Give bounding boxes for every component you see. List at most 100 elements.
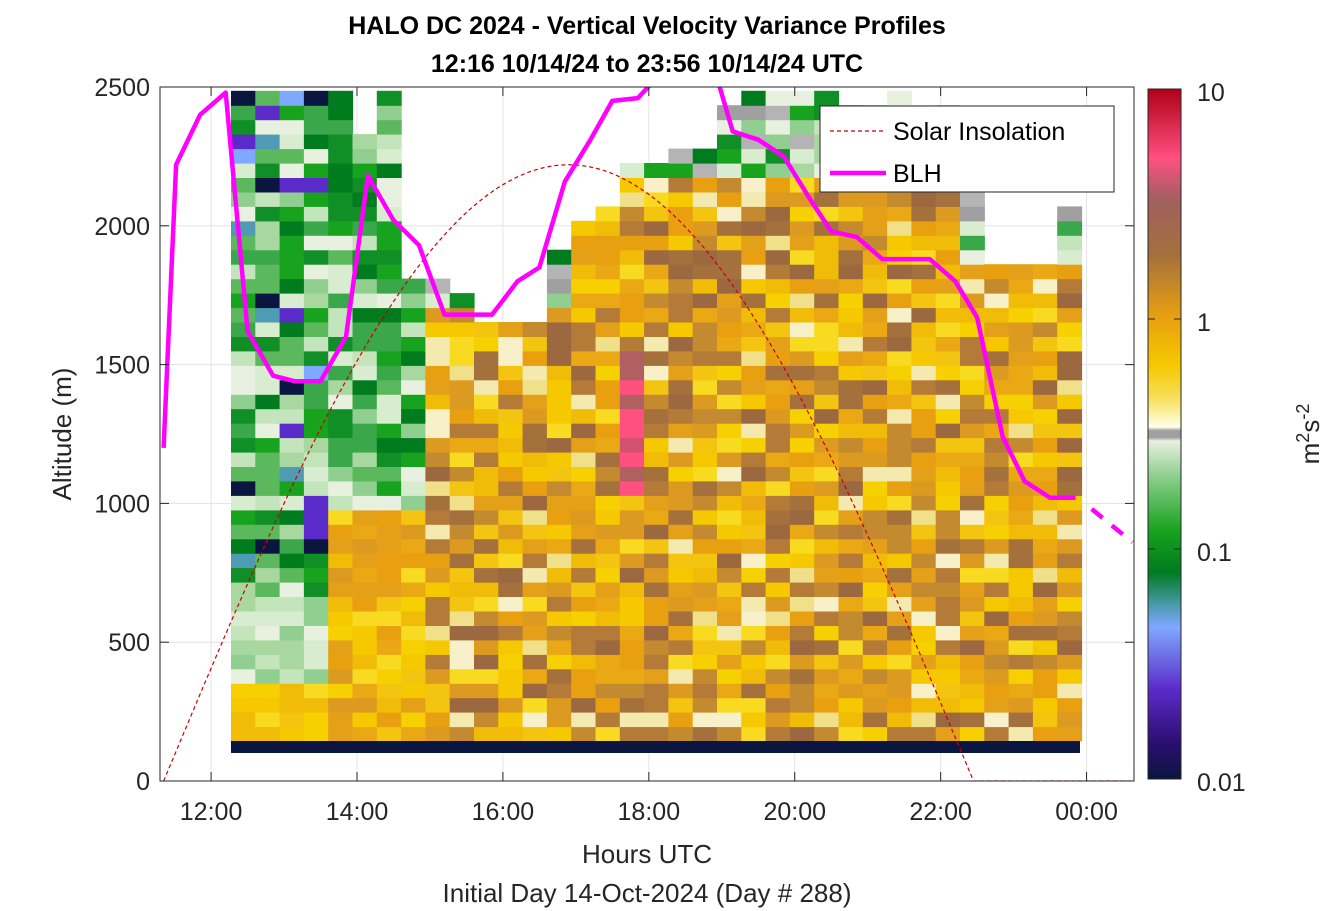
- heatmap-cell: [474, 726, 499, 742]
- heatmap-cell: [328, 278, 354, 294]
- heatmap-cell: [279, 553, 305, 569]
- heatmap-cell: [401, 307, 426, 323]
- heatmap-cell: [741, 394, 767, 410]
- heatmap-cell: [692, 437, 718, 453]
- heatmap-cell: [862, 307, 888, 323]
- heatmap-cell: [619, 697, 645, 713]
- heatmap-cell: [449, 726, 475, 742]
- heatmap-cell: [352, 379, 378, 395]
- heatmap-cell: [814, 452, 840, 467]
- heatmap-cell: [328, 249, 354, 265]
- heatmap-cell: [449, 466, 475, 482]
- heatmap-cell: [668, 148, 694, 164]
- heatmap-cell: [619, 278, 645, 294]
- heatmap-cell: [789, 697, 815, 713]
- heatmap-cell: [425, 480, 451, 496]
- heatmap-cell: [376, 553, 402, 569]
- heatmap-cell: [449, 509, 475, 525]
- heatmap-cell: [303, 697, 329, 713]
- heatmap-cell: [231, 480, 256, 496]
- heatmap-cell: [303, 220, 329, 236]
- heatmap-cell: [303, 668, 329, 684]
- heatmap-cell: [717, 668, 742, 684]
- heatmap-cell: [376, 408, 402, 424]
- heatmap-cell: [303, 206, 329, 222]
- heatmap-cell: [328, 524, 354, 540]
- heatmap-cell: [717, 423, 742, 439]
- heatmap-cell: [255, 726, 281, 742]
- heatmap-cell: [960, 625, 985, 641]
- heatmap-cell: [644, 524, 669, 540]
- axis-ticks: [160, 86, 1134, 782]
- heatmap-cell: [522, 683, 548, 699]
- heatmap-cell: [1008, 524, 1034, 540]
- heatmap-cell: [1057, 394, 1083, 410]
- heatmap-cell: [668, 220, 694, 236]
- heatmap-cell: [692, 509, 718, 525]
- heatmap-cell: [1008, 712, 1034, 728]
- heatmap-cell: [887, 480, 912, 496]
- heatmap-cell: [401, 293, 426, 309]
- heatmap-cell: [328, 235, 354, 251]
- heatmap-cell: [231, 654, 256, 670]
- heatmap-cell: [303, 466, 329, 482]
- heatmap-cell: [352, 264, 378, 280]
- heatmap-cell: [474, 654, 499, 670]
- heatmap-cell: [279, 90, 305, 106]
- colorbar-tick-label: 0.01: [1197, 769, 1246, 797]
- heatmap-cell: [668, 697, 694, 713]
- heatmap-cell: [789, 249, 815, 265]
- heatmap-cell: [1057, 553, 1083, 569]
- heatmap-cell: [279, 726, 305, 742]
- heatmap-cell: [595, 654, 621, 670]
- heatmap-cell: [668, 452, 694, 467]
- heatmap-cell: [303, 683, 329, 699]
- heatmap-cell: [279, 654, 305, 670]
- heatmap-cell: [789, 119, 815, 135]
- heatmap-cell: [401, 495, 426, 511]
- heatmap-cell: [692, 697, 718, 713]
- heatmap-cell: [595, 726, 621, 742]
- heatmap-cell: [352, 437, 378, 453]
- heatmap-cell: [960, 683, 985, 699]
- heatmap-cell: [1057, 350, 1083, 366]
- heatmap-cell: [449, 683, 475, 699]
- heatmap-cell: [911, 697, 937, 713]
- heatmap-cell: [838, 249, 864, 265]
- heatmap-cell: [692, 452, 718, 467]
- heatmap-cell: [352, 582, 378, 597]
- heatmap-cell: [498, 437, 524, 453]
- heatmap-cell: [571, 668, 597, 684]
- heatmap-cell: [303, 596, 329, 612]
- heatmap-cell: [741, 668, 767, 684]
- heatmap-cell: [765, 322, 791, 337]
- heatmap-cell: [717, 452, 742, 467]
- heatmap-cell: [1032, 350, 1058, 366]
- heatmap-cell: [668, 350, 694, 366]
- heatmap-cell: [935, 567, 961, 583]
- heatmap-cell: [231, 697, 256, 713]
- heatmap-cell: [935, 307, 961, 323]
- heatmap-cell: [425, 466, 451, 482]
- heatmap-cell: [255, 683, 281, 699]
- heatmap-cell: [741, 379, 767, 395]
- heatmap-cell: [887, 365, 912, 381]
- heatmap-cell: [692, 394, 718, 410]
- heatmap-cell: [717, 611, 742, 626]
- heatmap-cell: [765, 423, 791, 439]
- heatmap-cell: [887, 509, 912, 525]
- heatmap-cell: [546, 293, 572, 309]
- heatmap-cell: [765, 163, 791, 178]
- heatmap-cell: [619, 466, 645, 482]
- heatmap-cell: [449, 408, 475, 424]
- heatmap-cell: [717, 466, 742, 482]
- heatmap-cell: [1032, 538, 1058, 554]
- heatmap-cell: [352, 567, 378, 583]
- heatmap-cell: [1008, 408, 1034, 424]
- heatmap-cell: [960, 278, 985, 294]
- heatmap-cell: [571, 567, 597, 583]
- heatmap-cell: [717, 509, 742, 525]
- heatmap-cell: [279, 235, 305, 251]
- heatmap-cell: [692, 350, 718, 366]
- heatmap-cell: [717, 625, 742, 641]
